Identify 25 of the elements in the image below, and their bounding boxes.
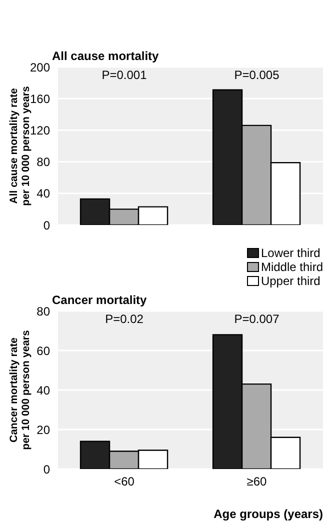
legend-label: Lower third: [260, 246, 320, 260]
legend-label: Upper third: [260, 274, 320, 288]
y-tick-label: 80: [36, 304, 50, 318]
y-axis-title: Cancer mortality rate per 10 000 person years: [8, 330, 32, 450]
x-tick-label: <60: [114, 474, 135, 489]
y-tick-label: 40: [36, 186, 50, 201]
y-tick-label: 20: [36, 422, 50, 437]
y-axis-title: All cause mortality rate per 10 000 person years: [8, 86, 32, 206]
y-tick-label: 60: [36, 344, 50, 358]
annotation: P=0.001: [102, 68, 148, 82]
y-tick-label: 80: [36, 155, 50, 170]
x-axis-title: Age groups (years): [214, 507, 323, 521]
y-tick-label: 200: [30, 60, 50, 74]
y-tick-label: 120: [30, 123, 50, 138]
y-tick-label: 40: [36, 383, 50, 398]
x-tick-label: ≥60: [246, 474, 268, 489]
y-tick-label: 160: [30, 92, 50, 106]
annotation: P=0.007: [234, 312, 280, 326]
annotation: P=0.005: [234, 68, 280, 82]
annotation: P=0.02: [105, 312, 144, 326]
y-tick-label: 0: [43, 218, 50, 232]
chart-title: All cause mortality: [52, 49, 159, 63]
legend-label: Middle third: [260, 260, 323, 274]
chart-title: Cancer mortality: [52, 293, 147, 307]
y-tick-label: 0: [43, 462, 50, 476]
